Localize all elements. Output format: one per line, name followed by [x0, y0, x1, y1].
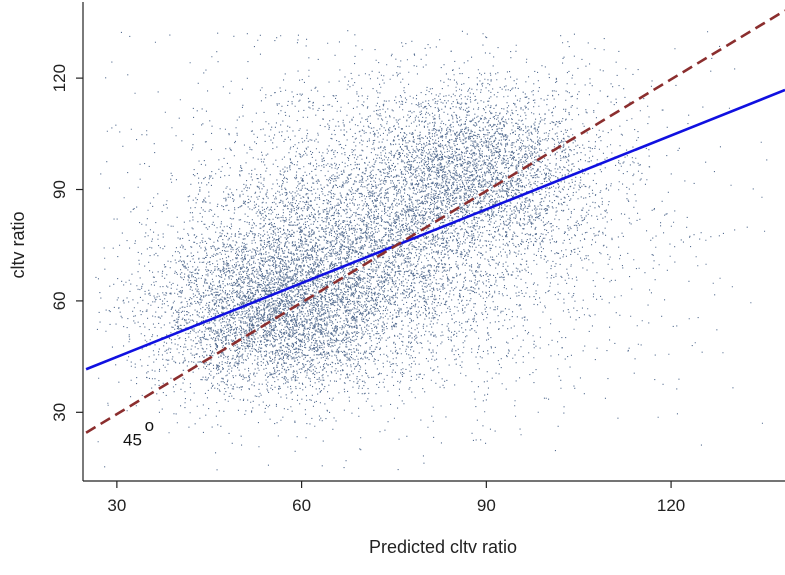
- x-axis-label: Predicted cltv ratio: [369, 537, 517, 557]
- x-tick-label: 30: [107, 496, 126, 515]
- reference-45-degree-line: [85, 9, 785, 434]
- y-axis-label: cltv ratio: [8, 211, 28, 278]
- fit-lines: [85, 9, 785, 434]
- y-tick-label: 90: [50, 180, 69, 199]
- fitted-regression-line: [85, 88, 785, 371]
- x-tick-label: 120: [657, 496, 685, 515]
- labels: Predicted cltv ratio cltv ratio: [8, 211, 517, 557]
- y-tick-label: 30: [50, 403, 69, 422]
- scatter-points: [95, 30, 768, 471]
- y-tick-label: 120: [50, 64, 69, 92]
- annotation-45-label: 45: [123, 431, 142, 450]
- scatter-point-cloud: [95, 30, 768, 471]
- y-tick-label: 60: [50, 291, 69, 310]
- axes: 30 60 90 120 30 60 90 120: [50, 2, 785, 515]
- x-tick-label: 60: [292, 496, 311, 515]
- annotations: 45o: [123, 416, 154, 450]
- x-tick-label: 90: [477, 496, 496, 515]
- annotation-degree-mark: o: [145, 416, 154, 435]
